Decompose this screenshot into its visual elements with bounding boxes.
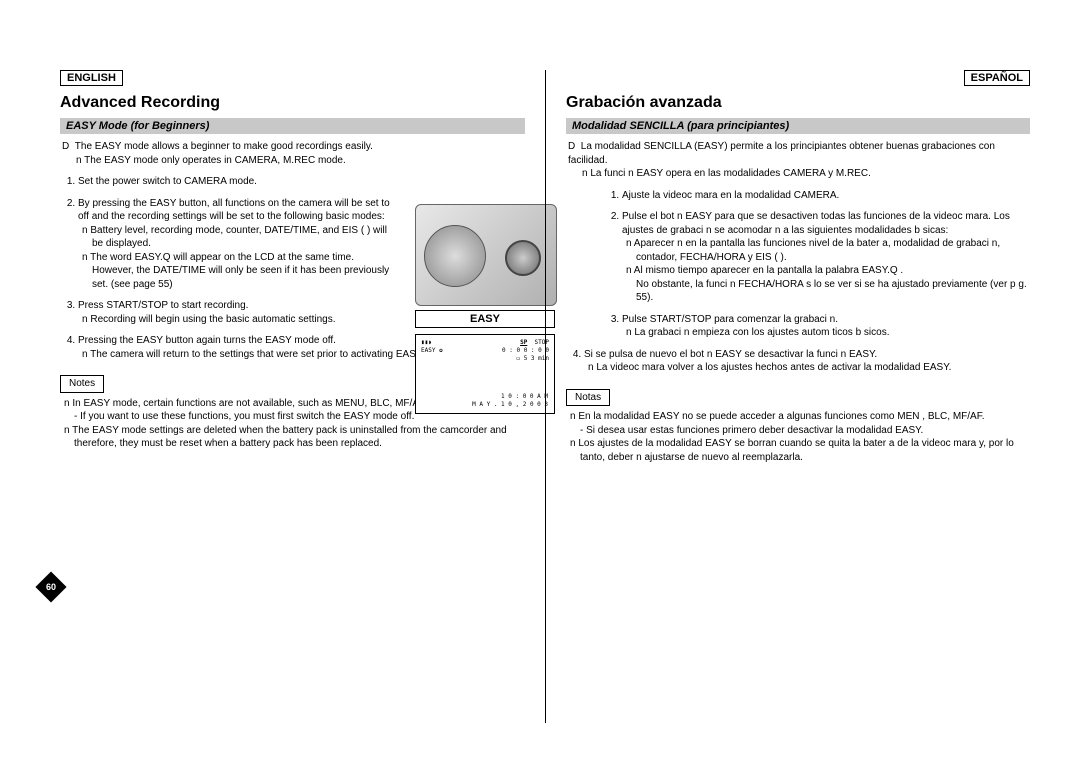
intro-text-es: La modalidad SENCILLA (EASY) permite a l… xyxy=(568,141,995,166)
easy-button-label: EASY xyxy=(415,310,555,328)
step-2-b2: However, the DATE/TIME will only be seen… xyxy=(78,264,390,291)
english-column: ENGLISH Advanced Recording EASY Mode (fo… xyxy=(60,70,545,723)
steps-list-english: Set the power switch to CAMERA mode. By … xyxy=(60,175,390,326)
lcd-counter: 0 : 0 0 : 0 0 xyxy=(502,347,549,355)
intro-sub-es: La funci n EASY opera en las modalidades… xyxy=(578,167,1030,181)
step-4-es: Si se pulsa de nuevo el bot n EASY se de… xyxy=(584,348,1030,375)
lcd-row1: ▮▮◗ SP STOP xyxy=(421,339,549,347)
step-2-b2-es: No obstante, la funci n FECHA/HORA s lo … xyxy=(622,278,1030,305)
subtitle-spanish: Modalidad SENCILLA (para principiantes) xyxy=(566,118,1030,134)
step-2-a-es: Aparecer n en la pantalla las funciones … xyxy=(622,237,1030,264)
lcd-time: 1 0 : 0 0 A M xyxy=(472,393,548,401)
camera-illustration: EASY ▮▮◗ SP STOP EASY ✿ 0 : 0 0 : 0 0 ▭ … xyxy=(415,204,555,414)
intro-text: The EASY mode allows a beginner to make … xyxy=(75,141,373,152)
manual-page: 60 ENGLISH Advanced Recording EASY Mode … xyxy=(0,0,1080,763)
page-number: 60 xyxy=(46,582,56,592)
step-3-es: Pulse START/STOP para comenzar la grabac… xyxy=(622,313,1030,340)
intro-english: D The EASY mode allows a beginner to mak… xyxy=(60,140,525,167)
battery-icon: ▮▮◗ xyxy=(421,339,432,347)
step-1: Set the power switch to CAMERA mode. xyxy=(78,175,390,189)
notes-label-en: Notes xyxy=(60,375,104,393)
step-2-a: Battery level, recording mode, counter, … xyxy=(78,224,390,251)
steps-list-spanish: Ajuste la videoc mara en la modalidad CA… xyxy=(566,189,1030,340)
notes-label-es: Notas xyxy=(566,389,610,407)
lang-label-english: ENGLISH xyxy=(60,70,123,86)
lcd-easy: EASY xyxy=(421,347,435,354)
steps-list-spanish-cont: Si se pulsa de nuevo el bot n EASY se de… xyxy=(566,348,1030,375)
step-4-text-es: Si se pulsa de nuevo el bot n EASY se de… xyxy=(584,349,877,360)
two-column-layout: ENGLISH Advanced Recording EASY Mode (fo… xyxy=(60,70,1030,723)
note-2-es: Los ajustes de la modalidad EASY se borr… xyxy=(566,437,1030,464)
lcd-screen: ▮▮◗ SP STOP EASY ✿ 0 : 0 0 : 0 0 ▭ 5 3 m… xyxy=(415,334,555,414)
lcd-row2: EASY ✿ 0 : 0 0 : 0 0 xyxy=(421,347,549,355)
lang-label-spanish: ESPAÑOL xyxy=(964,70,1030,86)
step-1-es: Ajuste la videoc mara en la modalidad CA… xyxy=(622,189,1030,203)
note-1-es: En la modalidad EASY no se puede acceder… xyxy=(566,410,1030,424)
step-3: Press START/STOP to start recording. Rec… xyxy=(78,299,390,326)
step-3-text: Press START/STOP to start recording. xyxy=(78,300,248,311)
step-2-b: The word EASY.Q will appear on the LCD a… xyxy=(78,251,390,265)
spanish-column: ESPAÑOL Grabación avanzada Modalidad SEN… xyxy=(545,70,1030,723)
step-4-a-es: La videoc mara volver a los ajustes hech… xyxy=(584,361,1030,375)
step-3-a-es: La grabaci n empieza con los ajustes aut… xyxy=(622,326,1030,340)
step-1-text-es: Ajuste la videoc mara en la modalidad CA… xyxy=(622,190,839,201)
note-1a-es: Si desea usar estas funciones primero de… xyxy=(566,424,1030,438)
title-spanish: Grabación avanzada xyxy=(566,94,1030,112)
step-2: By pressing the EASY button, all functio… xyxy=(78,197,390,292)
step-2-text: By pressing the EASY button, all functio… xyxy=(78,198,390,223)
step-4-text: Pressing the EASY button again turns the… xyxy=(78,335,336,346)
lcd-bottom: 1 0 : 0 0 A M M A Y . 1 0 , 2 0 0 3 xyxy=(472,393,548,409)
lcd-date: M A Y . 1 0 , 2 0 0 3 xyxy=(472,401,548,409)
note-2-en: The EASY mode settings are deleted when … xyxy=(60,424,525,451)
step-2-es: Pulse el bot n EASY para que se desactiv… xyxy=(622,210,1030,305)
subtitle-english: EASY Mode (for Beginners) xyxy=(60,118,525,134)
steps-narrow: Set the power switch to CAMERA mode. By … xyxy=(60,175,390,326)
step-1-text: Set the power switch to CAMERA mode. xyxy=(78,176,257,187)
intro-sub: The EASY mode only operates in CAMERA, M… xyxy=(72,154,525,168)
step-2-b-es: Al mismo tiempo aparecer en la pantalla … xyxy=(622,264,1030,278)
step-2-text-es: Pulse el bot n EASY para que se desactiv… xyxy=(622,211,1010,236)
lcd-row3: ▭ 5 3 min xyxy=(421,355,549,363)
body-spanish: D La modalidad SENCILLA (EASY) permite a… xyxy=(566,140,1030,464)
lcd-sp: SP xyxy=(520,339,527,346)
camera-drawing xyxy=(415,204,557,306)
step-3-a: Recording will begin using the basic aut… xyxy=(78,313,390,327)
title-english: Advanced Recording xyxy=(60,94,525,112)
step-3-text-es: Pulse START/STOP para comenzar la grabac… xyxy=(622,314,838,325)
intro-spanish: D La modalidad SENCILLA (EASY) permite a… xyxy=(566,140,1030,181)
